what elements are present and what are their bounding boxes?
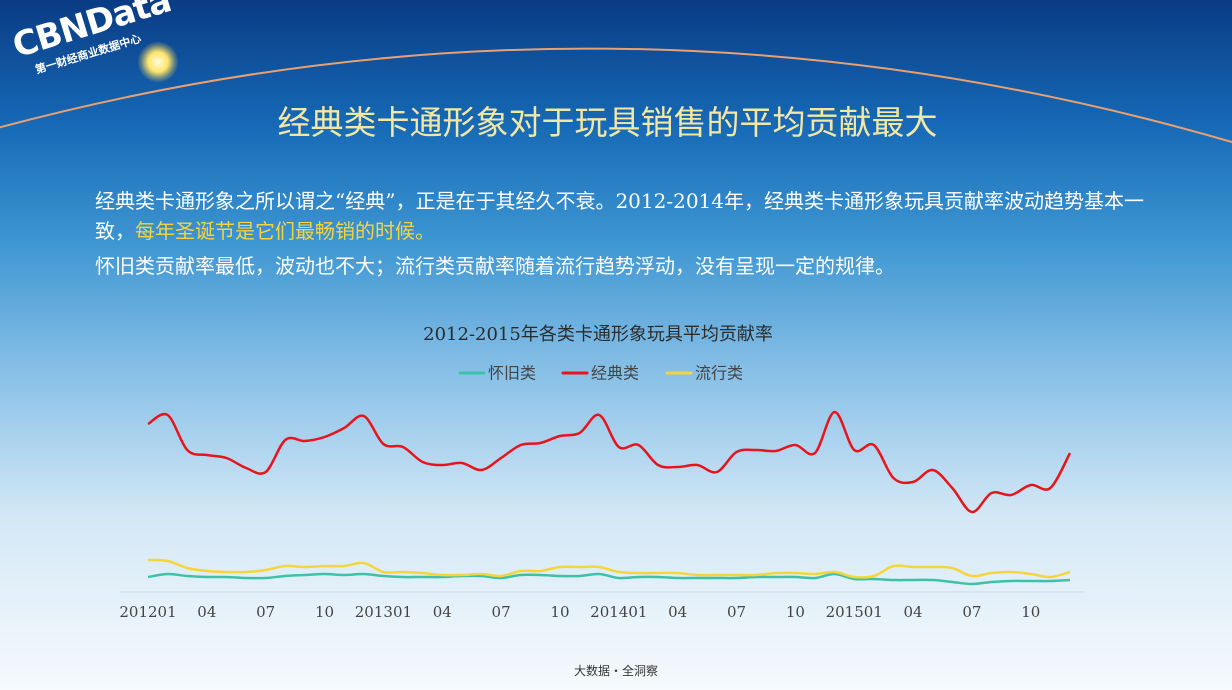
x-tick-label: 07 (962, 603, 981, 621)
x-tick-label: 04 (904, 603, 923, 621)
x-tick-label: 04 (668, 603, 687, 621)
paragraph: 怀旧类贡献率最低，波动也不大；流行类贡献率随着流行趋势浮动，没有呈现一定的规律。 (95, 251, 1170, 281)
x-tick-label: 10 (315, 603, 334, 621)
x-tick-label: 201301 (355, 603, 412, 621)
decor-arc (0, 47, 1232, 144)
series-line (147, 572, 1071, 586)
x-tick-label: 07 (727, 603, 746, 621)
highlight: 每年圣诞节是它们最畅销的时候。 (135, 219, 435, 243)
text: 经典类卡通形象之所以谓之“经典”，正是在于其经久不衰。2012-2014年，经典… (95, 189, 1145, 243)
x-tick-label: 10 (1021, 603, 1040, 621)
chart-title: 2012-2015年各类卡通形象玩具平均贡献率 (423, 324, 773, 345)
sun (138, 42, 178, 82)
x-tick-label: 201501 (826, 603, 883, 621)
paragraph: 经典类卡通形象之所以谓之“经典”，正是在于其经久不衰。2012-2014年，经典… (95, 186, 1170, 246)
heading: 经典类卡通形象对于玩具销售的平均贡献最大 (277, 103, 938, 142)
x-tick-label: 10 (550, 603, 569, 621)
x-tick-label: 07 (492, 603, 511, 621)
legend-label: 经典类 (591, 364, 639, 383)
legend-label: 怀旧类 (488, 364, 536, 383)
text: 怀旧类贡献率最低，波动也不大；流行类贡献率随着流行趋势浮动，没有呈现一定的规律。 (95, 254, 895, 278)
x-tick-label: 201401 (590, 603, 647, 621)
legend-label: 流行类 (695, 364, 743, 383)
footer: 大数据・全洞察 (573, 664, 658, 678)
x-tick-label: 07 (256, 603, 275, 621)
x-tick-label: 10 (786, 603, 805, 621)
x-tick-label: 04 (433, 603, 452, 621)
series-line (147, 410, 1072, 514)
series-line (147, 558, 1071, 579)
x-tick-label: 201201 (119, 603, 176, 621)
x-tick-label: 04 (197, 603, 216, 621)
